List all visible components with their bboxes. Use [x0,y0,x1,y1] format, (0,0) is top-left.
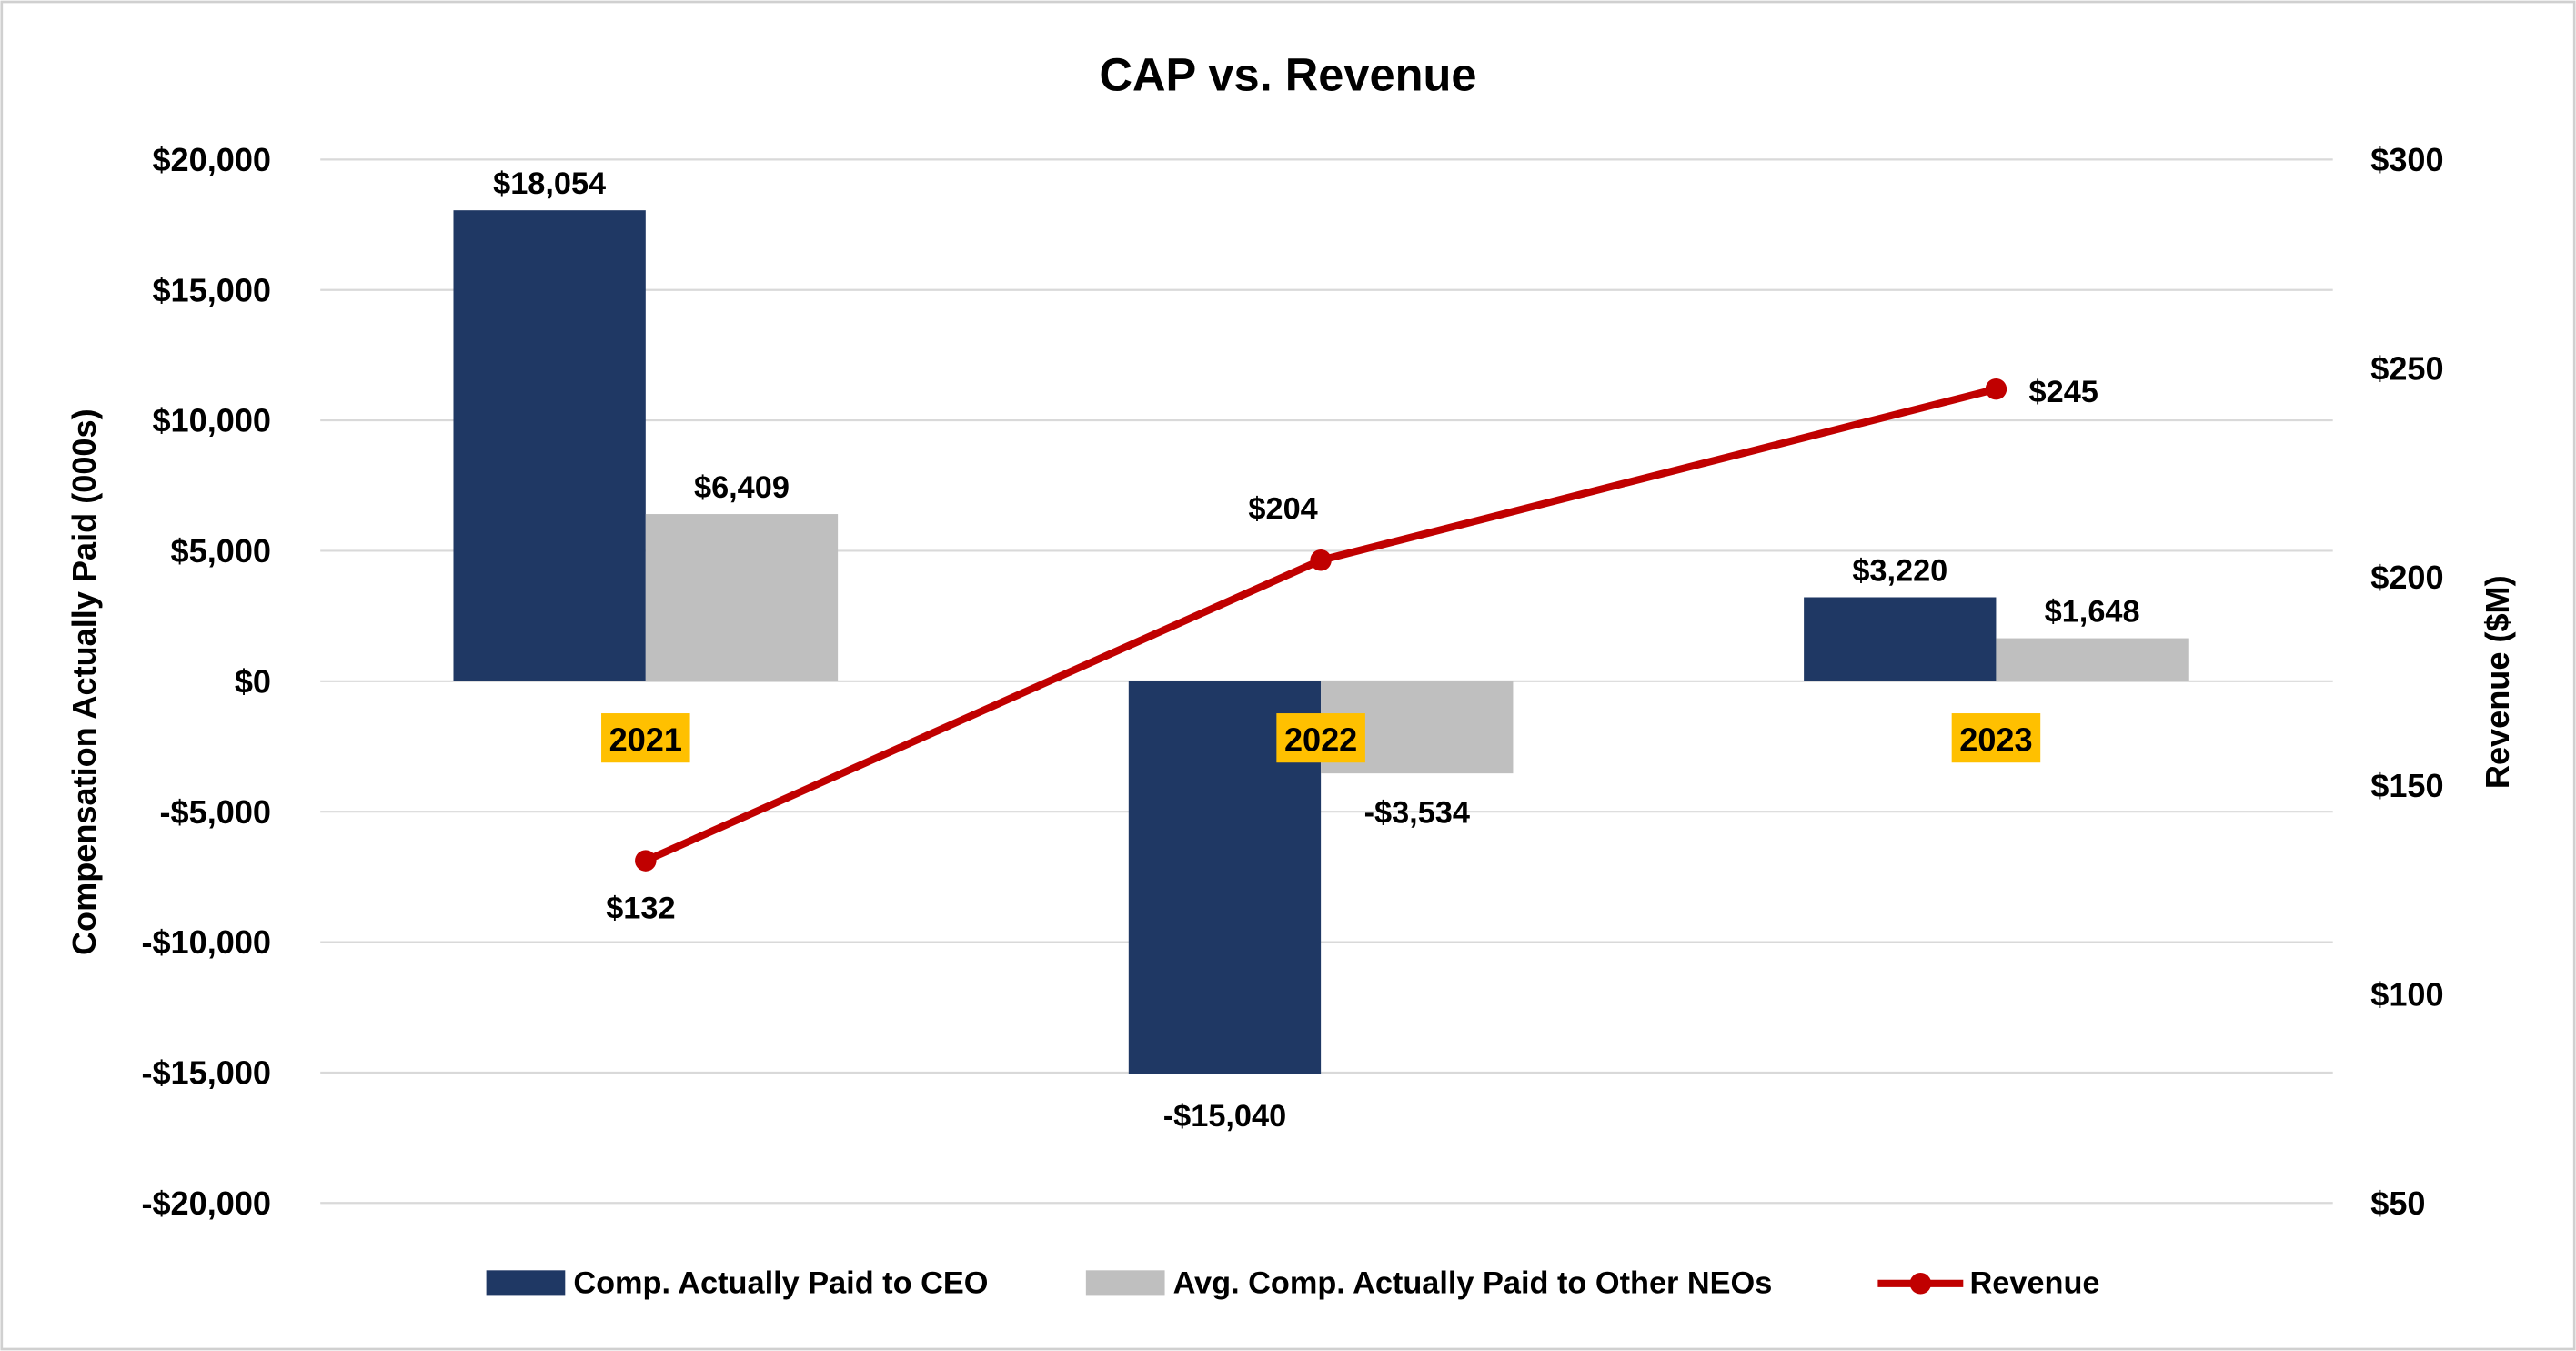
y2-tick-label: $100 [2370,976,2443,1013]
y-axis-title: Compensation Actually Paid (000s) [65,408,103,955]
revenue-point [635,850,657,872]
y2-tick-label: $300 [2370,141,2443,178]
ceo-data-label: $3,220 [1852,553,1947,588]
legend-label-revenue: Revenue [1970,1266,2100,1301]
y-tick-label: $0 [235,662,271,700]
legend-label-neo: Avg. Comp. Actually Paid to Other NEOs [1173,1266,1773,1301]
neo-data-label: -$3,534 [1364,795,1470,830]
category-highlight [601,713,690,763]
y-tick-label: -$20,000 [141,1185,271,1222]
category-highlight [1951,713,2041,763]
category-label: 2022 [1284,721,1357,759]
category-label: 2023 [1959,721,2032,759]
category-label: 2021 [609,721,682,759]
neo-bar [645,514,839,681]
ceo-bar [1804,597,1997,681]
category-highlight [1276,713,1365,763]
ceo-data-label: -$15,040 [1163,1099,1286,1134]
revenue-data-label: $245 [2029,375,2098,409]
chart-title: CAP vs. Revenue [1100,49,1477,101]
legend-marker-revenue [1909,1273,1932,1295]
y-tick-label: $20,000 [152,141,271,178]
legend-swatch-neo [1085,1270,1165,1296]
y2-tick-label: $50 [2370,1185,2425,1222]
y2-axis-title: Revenue ($M) [2479,575,2516,789]
neo-data-label: $6,409 [694,470,790,505]
neo-data-label: $1,648 [2045,595,2140,630]
revenue-point [1310,549,1332,571]
ceo-bar [453,210,646,681]
y-tick-label: -$15,000 [141,1054,271,1092]
revenue-data-label: $132 [606,891,675,925]
y2-tick-label: $150 [2370,767,2443,804]
y-tick-label: $15,000 [152,271,271,308]
y-tick-label: $10,000 [152,402,271,439]
legend-label-ceo: Comp. Actually Paid to CEO [573,1266,988,1301]
revenue-point [1985,378,2007,400]
y-tick-label: $5,000 [171,532,271,570]
ceo-data-label: $18,054 [493,166,606,201]
y2-tick-label: $200 [2370,559,2443,596]
y2-tick-label: $250 [2370,349,2443,387]
y-tick-label: -$10,000 [141,923,271,961]
revenue-data-label: $204 [1248,492,1317,527]
neo-bar [1996,638,2189,681]
legend-swatch-ceo [486,1270,566,1296]
y-tick-label: -$5,000 [160,793,271,831]
